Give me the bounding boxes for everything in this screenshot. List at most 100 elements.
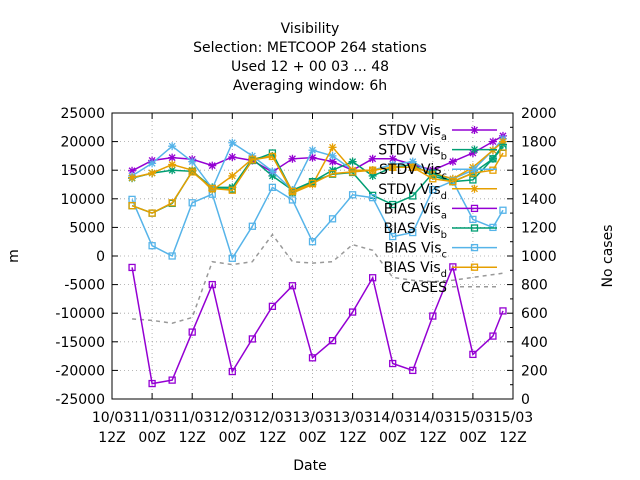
y-tick-label: 0 (96, 249, 105, 265)
legend-marker (470, 204, 479, 213)
data-point (148, 242, 156, 250)
data-point (168, 199, 176, 207)
star-stroke (168, 154, 176, 162)
data-point (328, 169, 337, 178)
data-point (328, 337, 337, 345)
x-tick-label-hour: 00Z (219, 430, 246, 446)
data-point (168, 376, 176, 384)
star-stroke (329, 143, 337, 151)
y2-tick-label: 1200 (521, 220, 557, 236)
star-stroke (471, 146, 478, 154)
x-tick-label-date: 13/03 (292, 410, 332, 426)
series-bias-vis-a (128, 263, 507, 388)
x-tick-label-date: 15/03 (493, 410, 533, 426)
data-point (248, 156, 257, 164)
data-point (228, 367, 236, 376)
data-point (148, 209, 156, 217)
x-tick-label-date: 13/03 (332, 410, 372, 426)
data-point (499, 307, 507, 315)
x-tick-label-hour: 12Z (259, 430, 286, 446)
star-stroke (168, 161, 176, 168)
y-tick-label: 15000 (60, 163, 105, 179)
legend-label: CASES (401, 280, 447, 296)
star-stroke (128, 174, 136, 182)
data-point (328, 143, 337, 152)
x-tick-label-hour: 12Z (419, 430, 446, 446)
data-point (449, 177, 457, 186)
series-stdv-vis-a (128, 131, 507, 176)
data-point (208, 280, 216, 289)
x-tick-label-hour: 00Z (459, 430, 486, 446)
data-point (489, 332, 497, 340)
legend-marker (470, 145, 479, 154)
data-point (188, 199, 196, 207)
data-point (348, 157, 357, 166)
y-tick-label: 10000 (60, 192, 105, 208)
data-point (409, 228, 417, 237)
data-point (489, 166, 497, 174)
x-tick-label-hour: 00Z (138, 430, 165, 446)
data-point (308, 146, 317, 155)
y-tick-label: -25000 (55, 392, 105, 408)
data-point (368, 154, 377, 163)
y-tick-label: 5000 (69, 220, 105, 236)
legend-marker (470, 165, 479, 174)
x-tick-label-date: 12/03 (212, 410, 252, 426)
y-tick-label: 25000 (60, 106, 105, 122)
x-tick-label-date: 12/03 (252, 410, 292, 426)
star-stroke (369, 172, 377, 180)
x-tick-label-hour: 12Z (98, 430, 125, 446)
star-stroke (188, 158, 196, 166)
data-point (128, 195, 136, 204)
y2-tick-label: 800 (521, 278, 548, 294)
legend-label: STDV Visb (378, 143, 447, 163)
data-point (489, 155, 497, 163)
x-tick-label-date: 15/03 (453, 410, 493, 426)
data-point (308, 238, 317, 246)
y2-tick-label: 600 (521, 306, 548, 322)
data-point (368, 166, 377, 174)
data-point (389, 200, 397, 209)
data-point (288, 282, 297, 290)
data-point (408, 157, 417, 166)
series-line (131, 180, 504, 261)
y-axis-tick-labels: 25000 20000 15000 10000 5000 0 -5000 -10000 -150… (55, 106, 105, 408)
data-point (148, 159, 157, 168)
title-line: Used 12 + 00 03 ... 48 (231, 59, 389, 75)
data-point (188, 328, 196, 336)
x-tick-label-hour: 12Z (499, 430, 526, 446)
data-point (348, 168, 357, 176)
data-point (248, 335, 257, 343)
data-point (228, 186, 236, 194)
data-point (348, 191, 357, 199)
series-cases (132, 233, 504, 324)
star-stroke (228, 139, 236, 147)
legend-label: BIAS Visd (384, 260, 447, 280)
star-stroke (499, 138, 507, 146)
data-point (288, 187, 297, 196)
y2-tick-label: 1800 (521, 135, 557, 151)
data-point (308, 354, 317, 362)
star-stroke (148, 159, 156, 167)
title-line: Averaging window: 6h (233, 78, 387, 94)
star-stroke (471, 165, 478, 173)
data-point (248, 222, 257, 230)
data-point (499, 206, 507, 214)
legend-marker (470, 243, 479, 252)
data-point (288, 154, 297, 163)
data-point (308, 153, 317, 162)
x-axis-tick-labels: 10/03 12Z 11/03 00Z 11/03 12Z 12/03 00Z 12/03 12Z… (92, 410, 533, 446)
data-point (268, 302, 277, 310)
y-tick-label: -20000 (55, 363, 105, 379)
star-stroke (369, 155, 377, 163)
data-point (409, 366, 417, 375)
data-point (128, 202, 136, 210)
series-line (131, 141, 504, 195)
legend-label: STDV Visd (378, 182, 447, 202)
data-point (268, 167, 277, 176)
y2-tick-label: 2000 (521, 106, 557, 122)
star-stroke (471, 185, 478, 193)
data-point (448, 157, 457, 166)
title-line: Selection: METCOOP 264 stations (193, 40, 427, 56)
data-point (488, 137, 497, 146)
